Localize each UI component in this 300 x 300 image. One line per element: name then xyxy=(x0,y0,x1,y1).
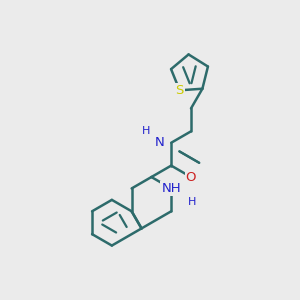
Text: H: H xyxy=(188,197,196,207)
Text: NH: NH xyxy=(161,182,181,195)
Text: O: O xyxy=(186,170,196,184)
Text: S: S xyxy=(176,84,184,97)
Text: N: N xyxy=(154,136,164,149)
Text: H: H xyxy=(142,126,150,136)
